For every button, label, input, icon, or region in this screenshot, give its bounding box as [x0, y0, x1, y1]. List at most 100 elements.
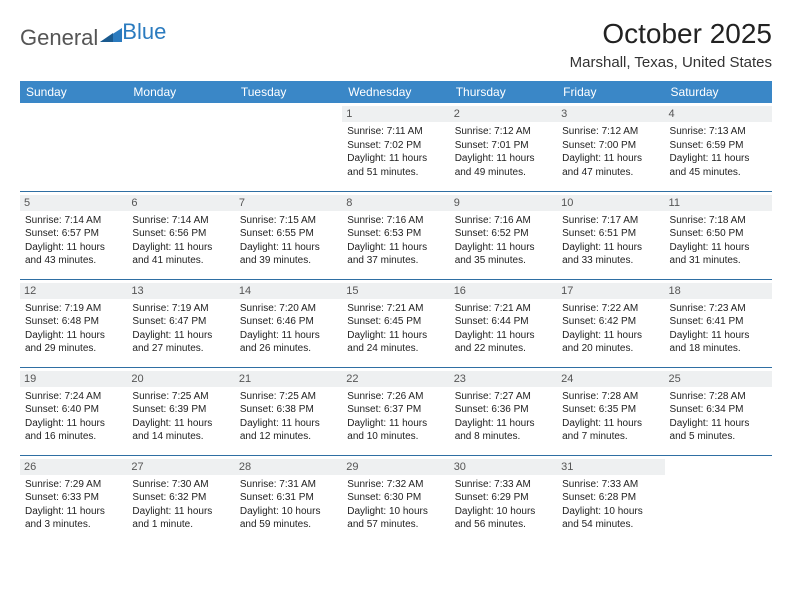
day-number: 1 [342, 106, 449, 122]
day-number: 13 [127, 283, 234, 299]
day-cell: 19 Sunrise: 7:24 AMSunset: 6:40 PMDayligh… [20, 367, 127, 455]
day-info: Sunrise: 7:27 AMSunset: 6:36 PMDaylight:… [455, 390, 552, 444]
day-cell [235, 103, 342, 191]
day-cell: 12 Sunrise: 7:19 AMSunset: 6:48 PMDayligh… [20, 279, 127, 367]
day-header: Friday [557, 81, 664, 103]
day-cell: 25 Sunrise: 7:28 AMSunset: 6:34 PMDayligh… [665, 367, 772, 455]
day-cell: 21Sunrise: 7:25 AMSunset: 6:38 PMDayligh… [235, 367, 342, 455]
day-info: Sunrise: 7:28 AMSunset: 6:35 PMDaylight:… [562, 390, 659, 444]
day-cell: 11 Sunrise: 7:18 AMSunset: 6:50 PMDayligh… [665, 191, 772, 279]
day-cell: 9Sunrise: 7:16 AMSunset: 6:52 PMDaylight… [450, 191, 557, 279]
day-cell: 2 Sunrise: 7:12 AMSunset: 7:01 PMDaylight… [450, 103, 557, 191]
logo: General Blue [20, 22, 166, 54]
day-cell: 13 Sunrise: 7:19 AMSunset: 6:47 PMDayligh… [127, 279, 234, 367]
day-info: Sunrise: 7:17 AMSunset: 6:51 PMDaylight:… [562, 214, 659, 268]
day-cell: 29 Sunrise: 7:32 AMSunset: 6:30 PMDayligh… [342, 455, 449, 543]
day-info: Sunrise: 7:16 AMSunset: 6:53 PMDaylight:… [347, 214, 444, 268]
day-cell: 27 Sunrise: 7:30 AMSunset: 6:32 PMDayligh… [127, 455, 234, 543]
day-number: 22 [342, 371, 449, 387]
day-cell: 3 Sunrise: 7:12 AMSunset: 7:00 PMDaylight… [557, 103, 664, 191]
day-number: 10 [557, 195, 664, 211]
day-cell [665, 455, 772, 543]
logo-text-blue: Blue [122, 19, 166, 45]
day-info: Sunrise: 7:25 AMSunset: 6:39 PMDaylight:… [132, 390, 229, 444]
day-number: 28 [235, 459, 342, 475]
day-info: Sunrise: 7:26 AMSunset: 6:37 PMDaylight:… [347, 390, 444, 444]
day-header: Monday [127, 81, 234, 103]
day-cell: 22 Sunrise: 7:26 AMSunset: 6:37 PMDayligh… [342, 367, 449, 455]
day-number: 16 [450, 283, 557, 299]
day-info: Sunrise: 7:33 AMSunset: 6:29 PMDaylight:… [455, 478, 552, 532]
day-number: 14 [235, 283, 342, 299]
day-info: Sunrise: 7:23 AMSunset: 6:41 PMDaylight:… [670, 302, 767, 356]
day-cell: 20 Sunrise: 7:25 AMSunset: 6:39 PMDayligh… [127, 367, 234, 455]
day-number: 30 [450, 459, 557, 475]
day-info: Sunrise: 7:19 AMSunset: 6:47 PMDaylight:… [132, 302, 229, 356]
day-cell [127, 103, 234, 191]
day-cell: 7 Sunrise: 7:15 AMSunset: 6:55 PMDaylight… [235, 191, 342, 279]
day-info: Sunrise: 7:33 AMSunset: 6:28 PMDaylight:… [562, 478, 659, 532]
day-cell: 24 Sunrise: 7:28 AMSunset: 6:35 PMDayligh… [557, 367, 664, 455]
day-info: Sunrise: 7:11 AMSunset: 7:02 PMDaylight:… [347, 125, 444, 179]
day-info: Sunrise: 7:30 AMSunset: 6:32 PMDaylight:… [132, 478, 229, 532]
day-number: 27 [127, 459, 234, 475]
day-header: Wednesday [342, 81, 449, 103]
day-number: 19 [20, 371, 127, 387]
day-info: Sunrise: 7:24 AMSunset: 6:40 PMDaylight:… [25, 390, 122, 444]
day-number: 20 [127, 371, 234, 387]
day-cell: 26 Sunrise: 7:29 AMSunset: 6:33 PMDayligh… [20, 455, 127, 543]
day-info: Sunrise: 7:29 AMSunset: 6:33 PMDaylight:… [25, 478, 122, 532]
day-info: Sunrise: 7:28 AMSunset: 6:34 PMDaylight:… [670, 390, 767, 444]
day-number: 21 [235, 371, 342, 387]
day-info: Sunrise: 7:31 AMSunset: 6:31 PMDaylight:… [240, 478, 337, 532]
day-cell: 5 Sunrise: 7:14 AMSunset: 6:57 PMDaylight… [20, 191, 127, 279]
day-cell: 16 Sunrise: 7:21 AMSunset: 6:44 PMDayligh… [450, 279, 557, 367]
day-number: 11 [665, 195, 772, 211]
day-cell: 4 Sunrise: 7:13 AMSunset: 6:59 PMDaylight… [665, 103, 772, 191]
day-number: 12 [20, 283, 127, 299]
day-info: Sunrise: 7:22 AMSunset: 6:42 PMDaylight:… [562, 302, 659, 356]
month-title: October 2025 [570, 18, 772, 50]
day-info: Sunrise: 7:19 AMSunset: 6:48 PMDaylight:… [25, 302, 122, 356]
day-cell: 31 Sunrise: 7:33 AMSunset: 6:28 PMDayligh… [557, 455, 664, 543]
day-number: 24 [557, 371, 664, 387]
day-info: Sunrise: 7:14 AMSunset: 6:56 PMDaylight:… [132, 214, 229, 268]
day-cell: 18 Sunrise: 7:23 AMSunset: 6:41 PMDayligh… [665, 279, 772, 367]
day-info: Sunrise: 7:32 AMSunset: 6:30 PMDaylight:… [347, 478, 444, 532]
day-number: 31 [557, 459, 664, 475]
logo-text-general: General [20, 25, 98, 51]
day-number: 6 [127, 195, 234, 211]
day-cell: 6 Sunrise: 7:14 AMSunset: 6:56 PMDaylight… [127, 191, 234, 279]
day-number: 29 [342, 459, 449, 475]
day-info: Sunrise: 7:14 AMSunset: 6:57 PMDaylight:… [25, 214, 122, 268]
calendar-table: SundayMondayTuesdayWednesdayThursdayFrid… [20, 81, 772, 543]
day-header: Sunday [20, 81, 127, 103]
day-cell: 23 Sunrise: 7:27 AMSunset: 6:36 PMDayligh… [450, 367, 557, 455]
day-info: Sunrise: 7:12 AMSunset: 7:00 PMDaylight:… [562, 125, 659, 179]
day-number: 7 [235, 195, 342, 211]
day-number: 17 [557, 283, 664, 299]
day-cell [20, 103, 127, 191]
day-info: Sunrise: 7:18 AMSunset: 6:50 PMDaylight:… [670, 214, 767, 268]
day-number: 2 [450, 106, 557, 122]
location-text: Marshall, Texas, United States [570, 54, 772, 71]
day-info: Sunrise: 7:13 AMSunset: 6:59 PMDaylight:… [670, 125, 767, 179]
day-info: Sunrise: 7:15 AMSunset: 6:55 PMDaylight:… [240, 214, 337, 268]
day-number: 3 [557, 106, 664, 122]
day-info: Sunrise: 7:21 AMSunset: 6:44 PMDaylight:… [455, 302, 552, 356]
day-number: 23 [450, 371, 557, 387]
day-cell: 14 Sunrise: 7:20 AMSunset: 6:46 PMDayligh… [235, 279, 342, 367]
day-number: 26 [20, 459, 127, 475]
day-info: Sunrise: 7:16 AMSunset: 6:52 PMDaylight:… [455, 214, 552, 268]
day-number: 5 [20, 195, 127, 211]
day-number: 8 [342, 195, 449, 211]
day-number: 18 [665, 283, 772, 299]
day-number: 4 [665, 106, 772, 122]
day-info: Sunrise: 7:20 AMSunset: 6:46 PMDaylight:… [240, 302, 337, 356]
day-cell: 10 Sunrise: 7:17 AMSunset: 6:51 PMDayligh… [557, 191, 664, 279]
day-info: Sunrise: 7:12 AMSunset: 7:01 PMDaylight:… [455, 125, 552, 179]
day-number: 25 [665, 371, 772, 387]
day-header: Saturday [665, 81, 772, 103]
day-cell: 15Sunrise: 7:21 AMSunset: 6:45 PMDayligh… [342, 279, 449, 367]
day-cell: 28 Sunrise: 7:31 AMSunset: 6:31 PMDayligh… [235, 455, 342, 543]
